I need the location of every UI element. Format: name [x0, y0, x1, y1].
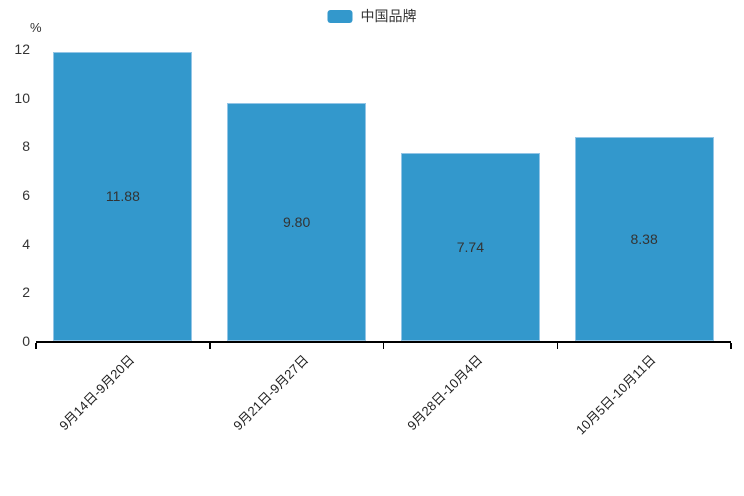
y-tick-label: 0: [22, 333, 30, 349]
y-tick-label: 4: [22, 235, 30, 252]
bar-value-label: 7.74: [456, 238, 484, 255]
legend-item[interactable]: 中国品牌: [327, 8, 417, 24]
bar-value-label: 9.80: [283, 213, 311, 230]
x-axis-line: [36, 341, 731, 343]
y-tick-label: 6: [22, 187, 30, 203]
legend-label: 中国品牌: [360, 8, 417, 24]
x-axis-label: 9月28日-10月4日: [403, 352, 485, 434]
bar-value-label: 11.88: [105, 188, 140, 205]
x-axis-tick: [556, 343, 558, 349]
x-axis-label: 9月21日-9月27日: [230, 352, 312, 434]
y-tick-label: 12: [14, 41, 30, 57]
bar: [400, 152, 540, 341]
y-tick-label: 8: [22, 138, 30, 155]
x-axis-tick: [209, 343, 211, 349]
bar-value-label: 8.38: [630, 231, 658, 248]
bar: [53, 51, 193, 341]
x-axis-tick: [35, 343, 37, 349]
bar: [574, 137, 714, 341]
x-axis-label: 9月14日-9月20日: [56, 352, 138, 434]
x-axis-tick: [382, 343, 385, 349]
y-axis-unit-label: %: [30, 20, 42, 35]
y-tick-label: 2: [22, 284, 30, 301]
x-axis-label: 10月5日-10月11日: [573, 352, 659, 438]
x-axis-tick: [730, 343, 732, 349]
y-tick-label: 10: [14, 89, 30, 106]
bar: [227, 102, 367, 341]
legend-swatch: [327, 9, 353, 23]
